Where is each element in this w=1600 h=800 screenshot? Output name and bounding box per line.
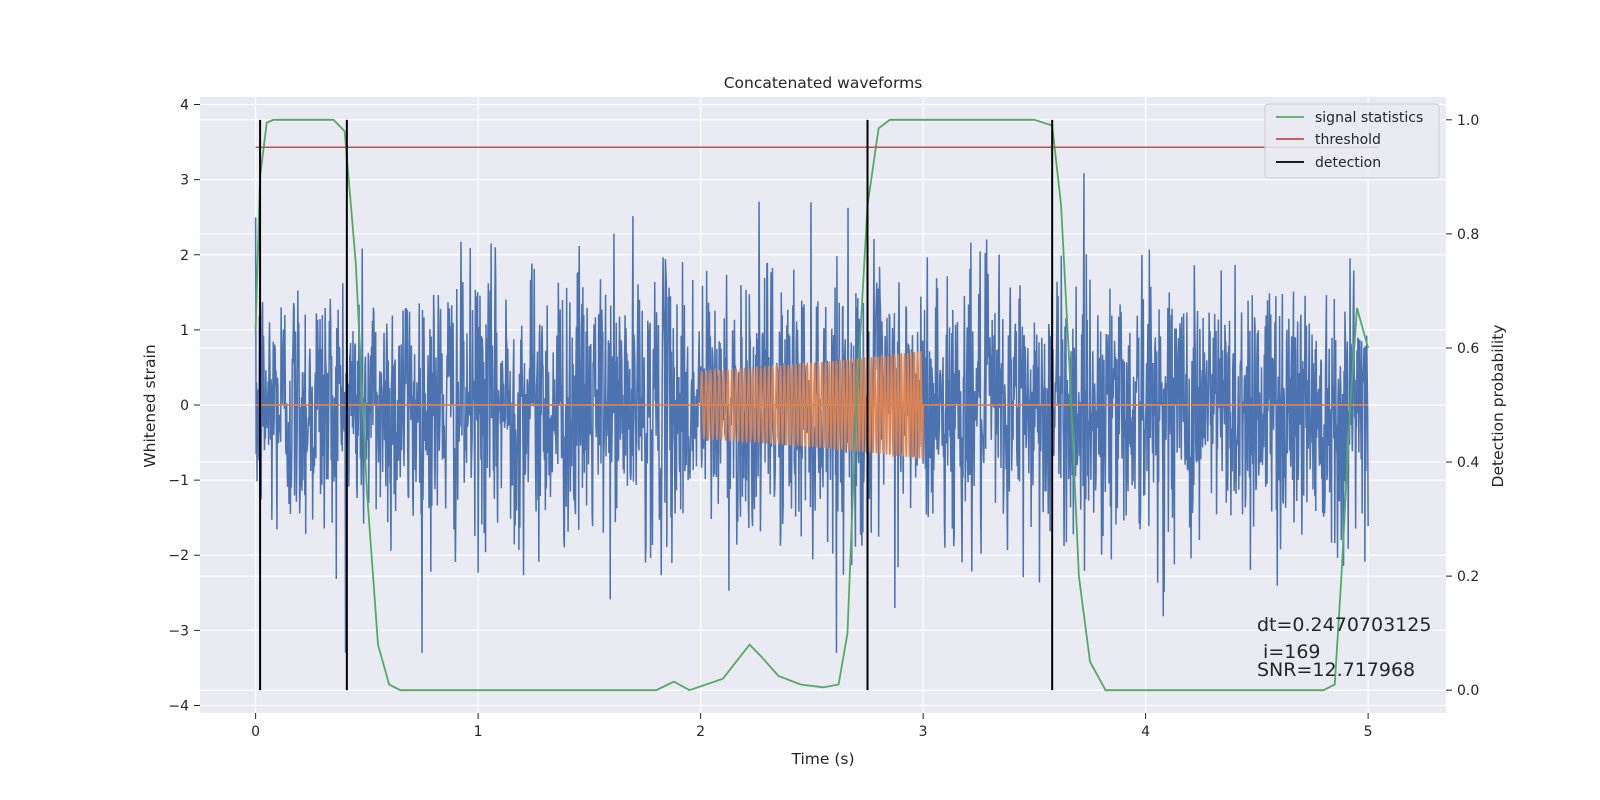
detection-lines — [259, 119, 1054, 691]
y2-tick-label: 1.0 — [1457, 113, 1479, 129]
x-tick-label: 3 — [919, 724, 928, 740]
x-tick-label: 5 — [1364, 724, 1373, 740]
y2-tick-label: 0.2 — [1457, 569, 1479, 585]
y2-tick-label: 0.0 — [1457, 683, 1479, 699]
y-tick-label: −3 — [168, 623, 189, 639]
legend-threshold: threshold — [1315, 132, 1381, 148]
legend: signal statistics threshold detection — [1264, 103, 1440, 179]
legend-signal-statistics: signal statistics — [1315, 110, 1423, 126]
x-tick-label: 1 — [474, 724, 483, 740]
x-tick-label: 0 — [251, 724, 260, 740]
y-tick-label: 2 — [180, 248, 189, 264]
y2-tick-label: 0.8 — [1457, 227, 1479, 243]
annotation-index: i=169 — [1257, 641, 1321, 663]
chart-title: Concatenated waveforms — [724, 74, 923, 92]
plot-area — [254, 118, 1380, 692]
signal-statistics-line — [254, 118, 1369, 692]
x-axis-ticks: 0 1 2 3 4 5 — [251, 713, 1373, 740]
y-tick-label: 4 — [180, 98, 189, 114]
annotation-dt: dt=0.2470703125 — [1257, 614, 1431, 636]
legend-box — [1264, 103, 1440, 179]
injected-waveform-line — [699, 351, 924, 459]
y-tick-label: −1 — [168, 473, 189, 489]
y-tick-label: 1 — [180, 323, 189, 339]
y-axis-ticks: −4 −3 −2 −1 0 1 2 3 4 — [168, 98, 200, 714]
y2-tick-label: 0.4 — [1457, 455, 1479, 471]
y-tick-label: 3 — [180, 173, 189, 189]
y2-axis-ticks: 0.0 0.2 0.4 0.6 0.8 1.0 — [1446, 113, 1479, 699]
x-tick-label: 4 — [1141, 724, 1150, 740]
y2-axis-label: Detection probability — [1489, 325, 1507, 488]
y2-tick-label: 0.6 — [1457, 341, 1479, 357]
annotation-snr: SNR=12.717968 — [1257, 659, 1415, 681]
x-tick-label: 2 — [696, 724, 705, 740]
y-tick-label: −2 — [168, 548, 189, 564]
y-axis-label: Whitened strain — [141, 344, 159, 467]
y-tick-label: 0 — [180, 398, 189, 414]
y-tick-label: −4 — [168, 698, 189, 714]
legend-detection: detection — [1315, 155, 1381, 171]
x-axis-label: Time (s) — [790, 750, 854, 768]
